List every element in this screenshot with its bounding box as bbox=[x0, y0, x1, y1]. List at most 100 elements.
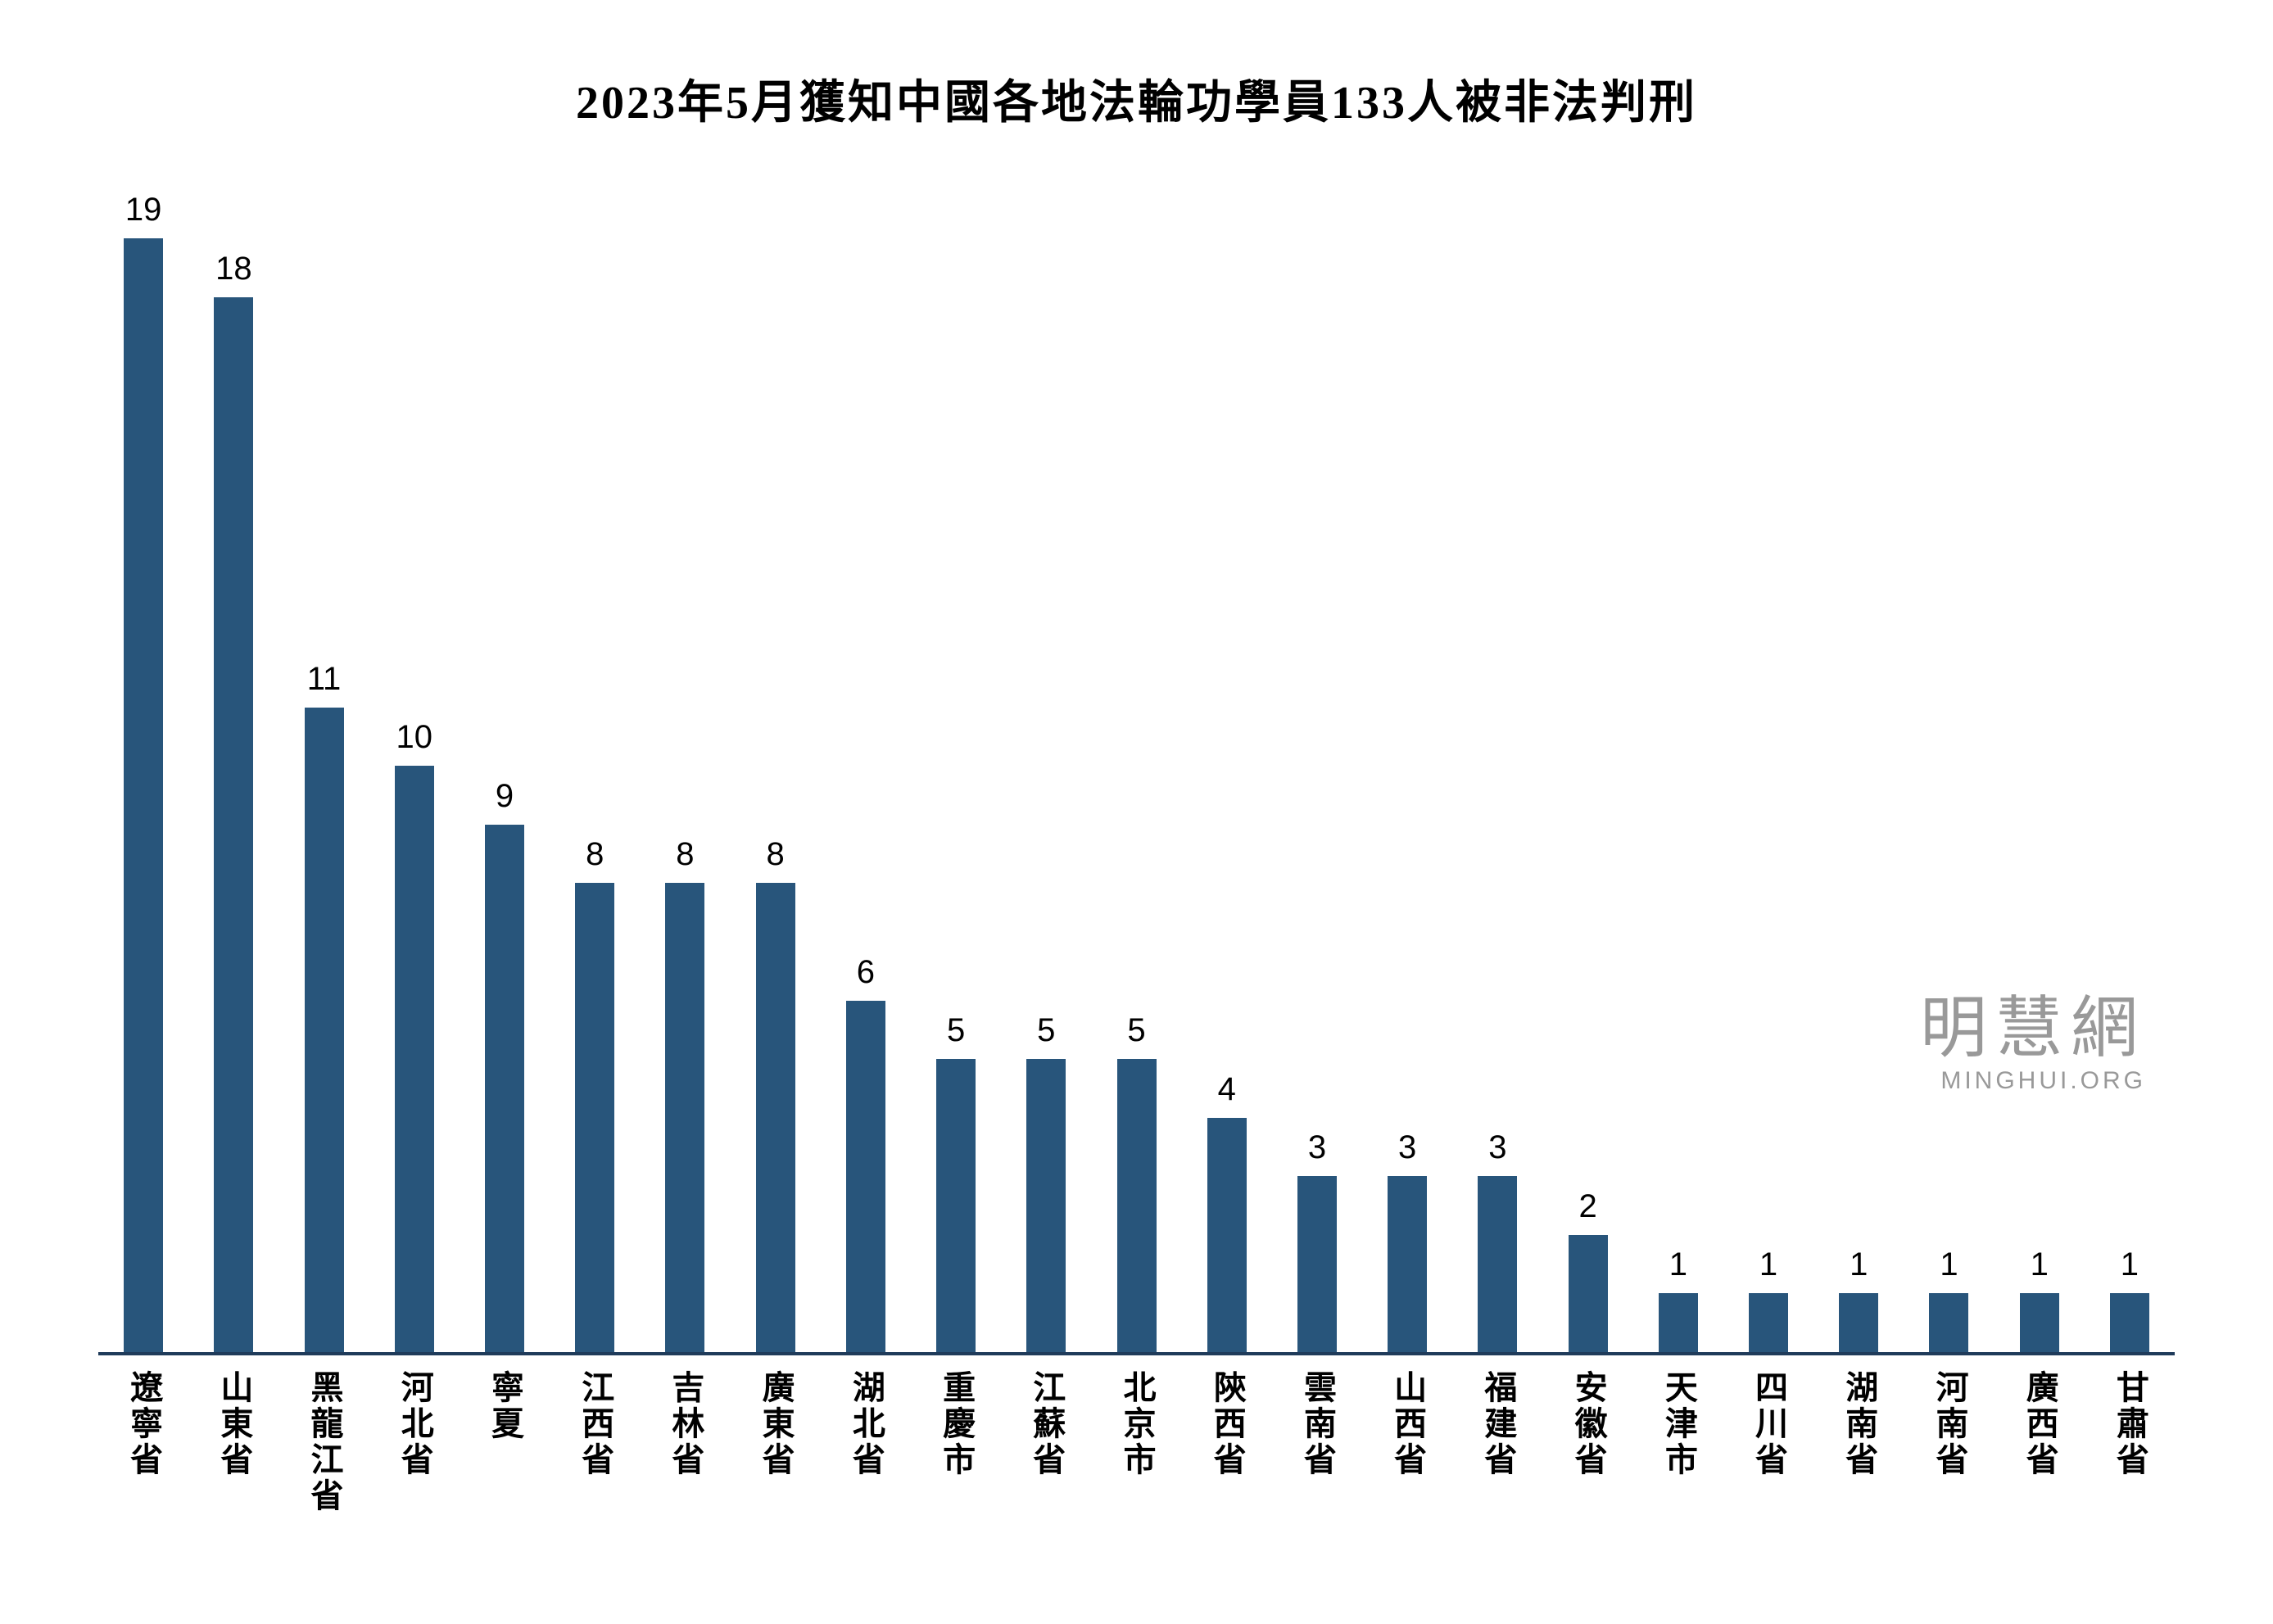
bar-slot: 8 bbox=[550, 836, 640, 1352]
x-axis-labels: 遼寧省山東省黑龍江省河北省寧夏江西省吉林省廣東省湖北省重慶市江蘇省北京市陝西省雲… bbox=[98, 1370, 2175, 1514]
xlabel-slot: 江西省 bbox=[550, 1370, 640, 1514]
bar bbox=[1569, 1235, 1608, 1352]
bar-value-label: 3 bbox=[1308, 1129, 1326, 1166]
x-axis-label: 寧夏 bbox=[487, 1370, 523, 1514]
x-axis-label: 江蘇省 bbox=[1028, 1370, 1064, 1514]
bar-slot: 8 bbox=[731, 836, 821, 1352]
x-axis-label: 福建省 bbox=[1479, 1370, 1515, 1514]
bar bbox=[395, 766, 434, 1352]
x-axis-label: 河北省 bbox=[396, 1370, 432, 1514]
bar-slot: 2 bbox=[1543, 1188, 1633, 1352]
bar-value-label: 19 bbox=[125, 192, 162, 228]
x-axis-label: 重慶市 bbox=[938, 1370, 974, 1514]
xlabel-slot: 山西省 bbox=[1362, 1370, 1452, 1514]
x-axis-label: 黑龍江省 bbox=[306, 1370, 342, 1514]
bar-slot: 1 bbox=[1995, 1246, 2085, 1352]
bar-value-label: 1 bbox=[1759, 1246, 1777, 1283]
xlabel-slot: 河南省 bbox=[1904, 1370, 1994, 1514]
bar bbox=[2020, 1293, 2059, 1352]
bar-value-label: 10 bbox=[396, 719, 433, 756]
bar-value-label: 2 bbox=[1578, 1188, 1596, 1225]
bar-value-label: 9 bbox=[496, 778, 514, 815]
watermark-cn: 明慧網 bbox=[1920, 995, 2146, 1062]
bar-plot-area: 191811109888655543332111111 bbox=[98, 165, 2175, 1355]
xlabel-slot: 河北省 bbox=[369, 1370, 460, 1514]
xlabel-slot: 安徽省 bbox=[1543, 1370, 1633, 1514]
xlabel-slot: 天津市 bbox=[1633, 1370, 1723, 1514]
xlabel-slot: 北京市 bbox=[1091, 1370, 1181, 1514]
bar-slot: 5 bbox=[911, 1012, 1001, 1352]
bar-slot: 9 bbox=[460, 778, 550, 1352]
bar-slot: 1 bbox=[1904, 1246, 1994, 1352]
bar-value-label: 3 bbox=[1398, 1129, 1416, 1166]
bar bbox=[1297, 1176, 1337, 1352]
watermark: 明慧網 MINGHUI.ORG bbox=[1920, 995, 2146, 1095]
bar bbox=[575, 883, 614, 1352]
bar-value-label: 5 bbox=[1037, 1012, 1055, 1049]
x-axis-label: 北京市 bbox=[1119, 1370, 1155, 1514]
bar-value-label: 4 bbox=[1218, 1071, 1236, 1108]
chart-container: 2023年5月獲知中國各地法輪功學員133人被非法判刑 191811109888… bbox=[0, 0, 2273, 1624]
bar bbox=[1749, 1293, 1788, 1352]
x-axis-label: 雲南省 bbox=[1299, 1370, 1335, 1514]
xlabel-slot: 雲南省 bbox=[1272, 1370, 1362, 1514]
bar-value-label: 1 bbox=[2031, 1246, 2049, 1283]
bar-slot: 18 bbox=[188, 251, 278, 1352]
bar bbox=[124, 238, 163, 1352]
watermark-en: MINGHUI.ORG bbox=[1920, 1067, 2146, 1095]
bar-slot: 19 bbox=[98, 192, 188, 1352]
bar bbox=[1659, 1293, 1698, 1352]
xlabel-slot: 遼寧省 bbox=[98, 1370, 188, 1514]
bar-value-label: 8 bbox=[676, 836, 694, 873]
x-axis-label: 山西省 bbox=[1389, 1370, 1425, 1514]
xlabel-slot: 重慶市 bbox=[911, 1370, 1001, 1514]
x-axis-label: 廣西省 bbox=[2022, 1370, 2058, 1514]
bar-value-label: 1 bbox=[1940, 1246, 1958, 1283]
bar-value-label: 3 bbox=[1488, 1129, 1506, 1166]
bar-value-label: 18 bbox=[215, 251, 252, 287]
bar-value-label: 1 bbox=[1850, 1246, 1868, 1283]
x-axis-label: 四川省 bbox=[1750, 1370, 1786, 1514]
bar-slot: 1 bbox=[2085, 1246, 2175, 1352]
bar-slot: 5 bbox=[1001, 1012, 1091, 1352]
bar bbox=[756, 883, 795, 1352]
xlabel-slot: 寧夏 bbox=[460, 1370, 550, 1514]
xlabel-slot: 四川省 bbox=[1723, 1370, 1813, 1514]
bar-value-label: 1 bbox=[2121, 1246, 2139, 1283]
x-axis-label: 廣東省 bbox=[758, 1370, 794, 1514]
chart-title: 2023年5月獲知中國各地法輪功學員133人被非法判刑 bbox=[98, 66, 2175, 132]
bar bbox=[1388, 1176, 1427, 1352]
x-axis-label: 吉林省 bbox=[667, 1370, 703, 1514]
bar-value-label: 5 bbox=[947, 1012, 965, 1049]
bar bbox=[1478, 1176, 1517, 1352]
bar-slot: 3 bbox=[1272, 1129, 1362, 1352]
x-axis-label: 江西省 bbox=[577, 1370, 613, 1514]
bar-slot: 4 bbox=[1182, 1071, 1272, 1352]
xlabel-slot: 福建省 bbox=[1452, 1370, 1542, 1514]
bar-slot: 11 bbox=[278, 661, 369, 1352]
bar-slot: 1 bbox=[1633, 1246, 1723, 1352]
xlabel-slot: 湖北省 bbox=[821, 1370, 911, 1514]
bar bbox=[1207, 1118, 1247, 1352]
bar-value-label: 11 bbox=[307, 661, 342, 698]
xlabel-slot: 甘肅省 bbox=[2085, 1370, 2175, 1514]
bar bbox=[305, 708, 344, 1352]
bar-value-label: 6 bbox=[857, 954, 875, 991]
bar-slot: 3 bbox=[1452, 1129, 1542, 1352]
bar bbox=[1117, 1059, 1157, 1352]
bar bbox=[214, 297, 253, 1352]
bar-value-label: 1 bbox=[1669, 1246, 1687, 1283]
bar-slot: 6 bbox=[821, 954, 911, 1352]
bar-value-label: 8 bbox=[586, 836, 604, 873]
bar bbox=[1929, 1293, 1968, 1352]
bar bbox=[846, 1001, 885, 1352]
bar-slot: 5 bbox=[1091, 1012, 1181, 1352]
bar bbox=[2110, 1293, 2149, 1352]
xlabel-slot: 湖南省 bbox=[1813, 1370, 1904, 1514]
bar-value-label: 8 bbox=[767, 836, 785, 873]
bar-slot: 1 bbox=[1813, 1246, 1904, 1352]
x-axis-label: 湖北省 bbox=[848, 1370, 884, 1514]
xlabel-slot: 吉林省 bbox=[640, 1370, 730, 1514]
bar-slot: 10 bbox=[369, 719, 460, 1352]
bar bbox=[936, 1059, 976, 1352]
